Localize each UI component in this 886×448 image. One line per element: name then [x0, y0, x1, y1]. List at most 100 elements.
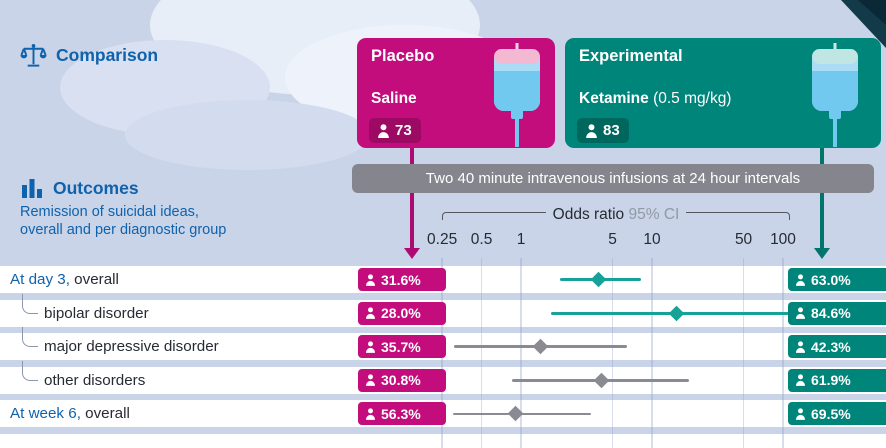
infusion-note: Two 40 minute intravenous infusions at 2… [352, 164, 874, 193]
axis-tick-label: 0.25 [427, 231, 458, 248]
drug-name: Ketamine [579, 90, 649, 107]
person-icon [796, 273, 805, 286]
experimental-count-badge: 83 [577, 118, 629, 143]
gridline [742, 400, 745, 428]
branch-connector [22, 327, 38, 348]
experimental-percentage: 63.0% [811, 271, 851, 288]
branch-connector [22, 360, 38, 381]
axis-tick-label: 1 [516, 231, 526, 248]
row-label-text: major depressive disorder [44, 338, 219, 356]
person-icon [586, 123, 597, 138]
person-icon [366, 273, 375, 286]
gridline [742, 266, 745, 293]
placebo-subtitle: Saline [371, 90, 417, 107]
row-label-text: bipolar disorder [44, 304, 149, 322]
axis-header: Odds ratio 95% CI [442, 206, 791, 224]
table-row: At day 3, overall 31.6% 63.0% [0, 266, 886, 293]
gridline [782, 366, 784, 394]
odds-ratio-diamond [532, 338, 548, 355]
person-icon [796, 341, 805, 353]
row-label-text: overall [69, 271, 119, 288]
arrow-shaft [410, 146, 414, 249]
gridline [782, 333, 784, 361]
experimental-percentage: 61.9% [811, 372, 851, 389]
experimental-percentage: 69.5% [811, 405, 851, 422]
axis-tick-label: 5 [608, 231, 617, 248]
iv-bag-icon [494, 43, 540, 147]
axis-tick-label: 50 [734, 231, 753, 248]
placebo-title: Placebo [371, 47, 435, 65]
iv-bag-icon [812, 43, 858, 147]
placebo-percentage: 28.0% [381, 305, 421, 322]
gridline [520, 266, 522, 293]
person-icon [796, 307, 805, 319]
placebo-percentage: 56.3% [381, 405, 421, 422]
corner-decoration [841, 0, 886, 48]
drug-dose: (0.5 mg/kg) [648, 90, 732, 107]
placebo-value-badge: 28.0% [358, 301, 446, 325]
placebo-percentage: 30.8% [381, 372, 421, 389]
person-icon [796, 408, 805, 420]
gridline [742, 434, 745, 448]
ci-label: 95% CI [628, 206, 680, 223]
comparison-section-header: Comparison [20, 42, 158, 69]
placebo-value-badge: 35.7% [358, 335, 446, 359]
gridline [480, 266, 483, 293]
experimental-subtitle: Ketamine (0.5 mg/kg) [579, 90, 731, 108]
axis-tick-label: 0.5 [470, 231, 493, 248]
person-icon [366, 341, 375, 353]
cloud-decoration [125, 100, 370, 170]
row-label: major depressive disorder [44, 333, 219, 360]
arrow-shaft [820, 146, 824, 249]
row-label: other disorders [44, 367, 145, 394]
gridline [480, 366, 483, 394]
placebo-count: 73 [395, 122, 412, 139]
table-row: major depressive disorder 35.7% 42.3% [0, 327, 886, 361]
gridline [611, 400, 614, 428]
person-icon [796, 374, 805, 387]
experimental-value-badge: 69.5% [788, 402, 886, 426]
row-label: bipolar disorder [44, 300, 149, 327]
row-label: At week 6, overall [10, 400, 130, 427]
placebo-count-badge: 73 [369, 118, 421, 143]
experimental-percentage: 84.6% [811, 305, 851, 322]
experimental-value-badge: 63.0% [788, 268, 886, 291]
arrow-head [814, 248, 830, 259]
gridline [782, 266, 784, 293]
experimental-value-badge: 42.3% [788, 335, 886, 359]
bar-chart-icon [22, 179, 42, 198]
axis-title: Odds ratio 95% CI [553, 206, 680, 224]
row-label-text: other disorders [44, 371, 146, 389]
gridline [782, 434, 784, 448]
odds-ratio-label: Odds ratio [552, 206, 625, 223]
experimental-card: Experimental Ketamine (0.5 mg/kg) 83 [565, 38, 881, 148]
odds-ratio-diamond [669, 305, 685, 321]
comparison-heading: Comparison [56, 45, 159, 65]
person-icon [378, 123, 389, 138]
experimental-count: 83 [603, 122, 620, 139]
experimental-value-badge: 61.9% [788, 368, 886, 392]
placebo-value-badge: 30.8% [358, 368, 446, 392]
scales-icon [20, 44, 47, 67]
gridline [651, 333, 653, 361]
placebo-card: Placebo Saline 73 [357, 38, 555, 148]
row-label-accent: At day 3, [10, 271, 70, 288]
row-label: At day 3, overall [10, 266, 119, 293]
gridline [480, 299, 483, 327]
gridline [651, 400, 653, 428]
arrow-head [404, 248, 420, 259]
person-icon [366, 374, 375, 387]
gridline [651, 266, 653, 293]
placebo-value-badge: 31.6% [358, 268, 446, 291]
bracket-line [686, 212, 791, 220]
gridline [782, 400, 784, 428]
gridline [651, 434, 653, 448]
branch-connector [22, 293, 38, 314]
gridline [441, 434, 443, 448]
experimental-value-badge: 84.6% [788, 301, 886, 325]
axis-tick-label: 10 [643, 231, 661, 248]
gridline [520, 434, 522, 448]
experimental-percentage: 42.3% [811, 338, 851, 355]
